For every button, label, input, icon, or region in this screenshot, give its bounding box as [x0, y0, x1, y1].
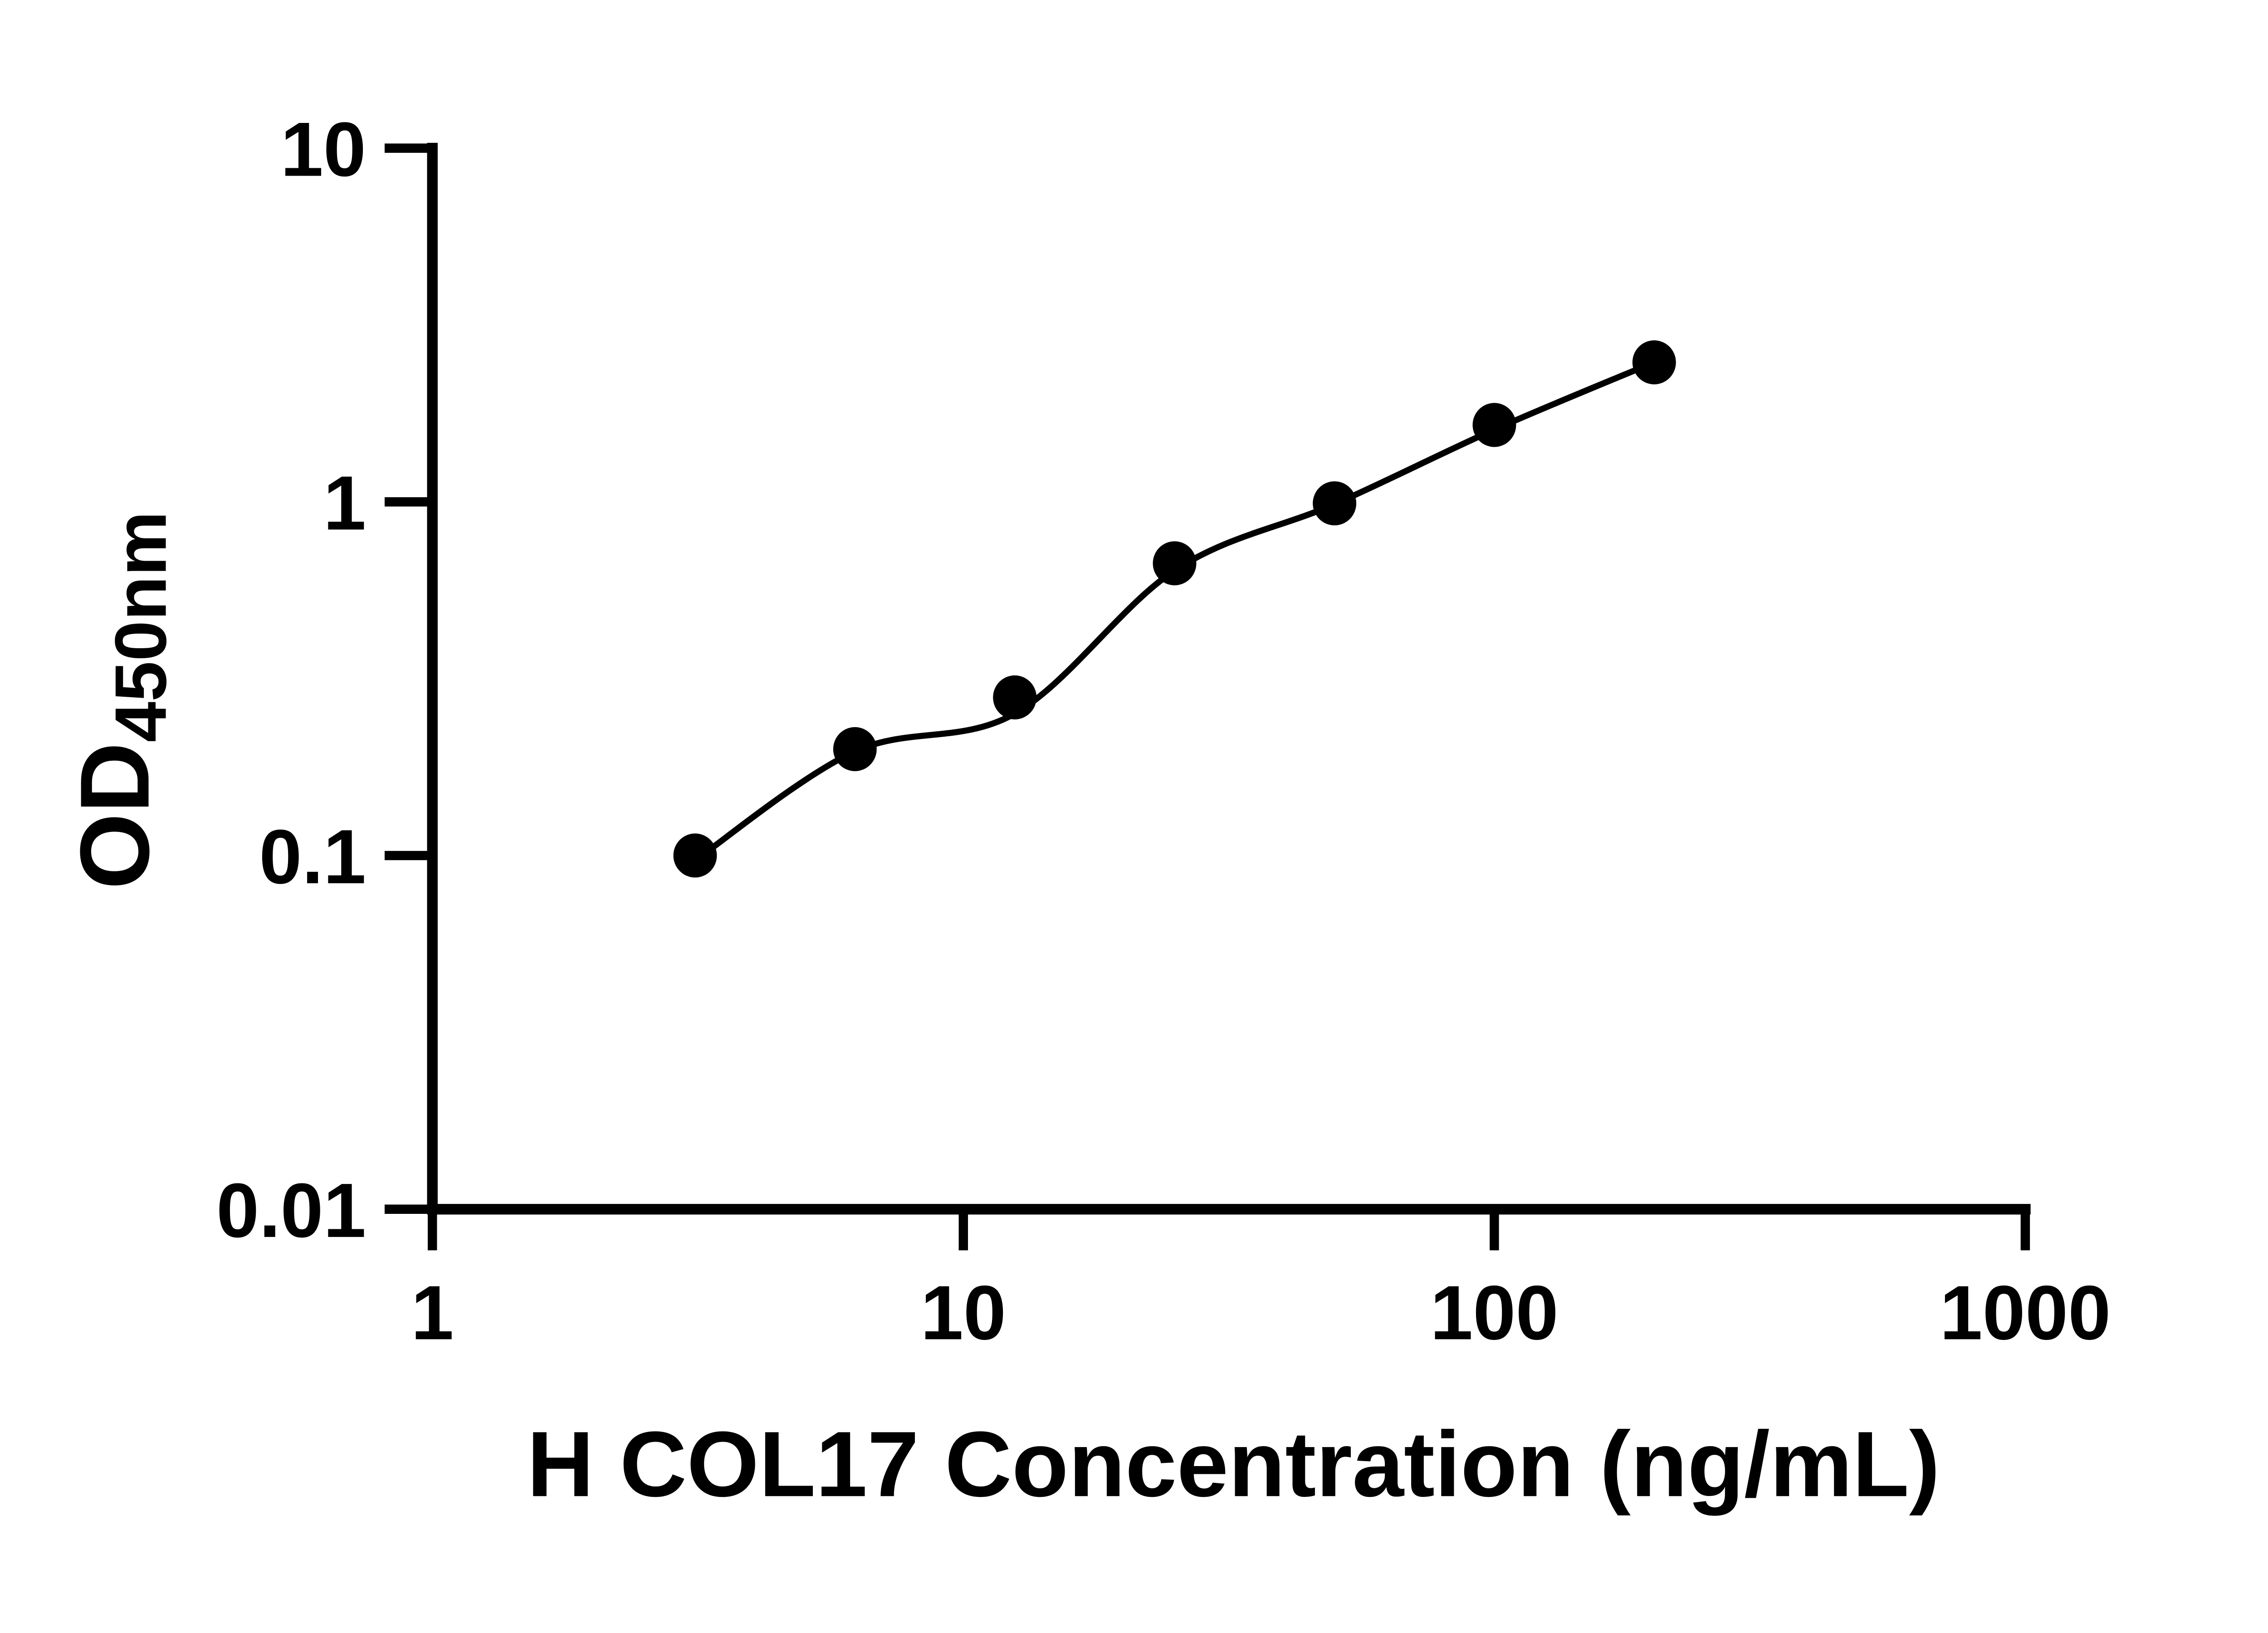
x-tick-label: 1 — [411, 1269, 454, 1355]
x-tick-label: 10 — [920, 1269, 1006, 1355]
y-tick-label: 1 — [323, 460, 366, 546]
x-tick-label: 100 — [1430, 1269, 1559, 1355]
data-point — [1313, 481, 1357, 526]
data-point — [993, 675, 1037, 719]
data-point — [833, 727, 877, 771]
y-axis-title-main: OD — [59, 742, 169, 890]
elisa-standard-curve-chart: 10 1 0.1 0.01 1 10 100 1000 H COL17 Concentrati… — [59, 106, 2111, 1516]
data-point — [1153, 541, 1197, 586]
axes — [384, 142, 2031, 1251]
x-axis-title: H COL17 Concentration (ng/mL) — [527, 1413, 1940, 1516]
data-point — [1472, 403, 1516, 447]
y-tick-label: 0.01 — [216, 1167, 366, 1253]
data-point — [1632, 340, 1676, 385]
y-axis-title: OD450nm — [59, 511, 181, 890]
y-tick-label: 10 — [280, 106, 366, 192]
svg-text:OD450nm: OD450nm — [59, 511, 181, 890]
elisa-standard-curve-page: 10 1 0.1 0.01 1 10 100 1000 H COL17 Concentrati… — [59, 106, 2111, 1516]
x-tick-label: 1000 — [1940, 1269, 2111, 1355]
data-point — [673, 833, 717, 878]
y-tick-label: 0.1 — [259, 813, 366, 900]
y-axis-title-subscript: 450nm — [100, 511, 182, 742]
tick-labels-group: 10 1 0.1 0.01 1 10 100 1000 — [216, 106, 2111, 1356]
data-points-group — [673, 340, 1676, 878]
